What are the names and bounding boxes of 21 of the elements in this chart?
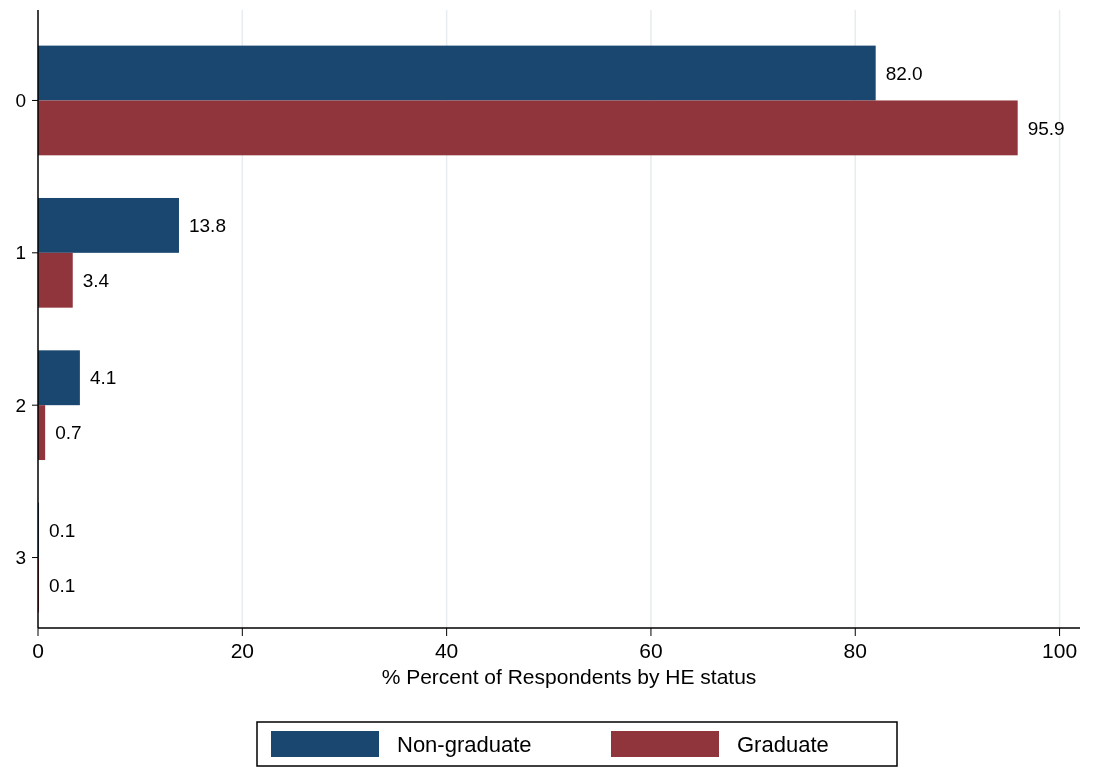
x-tick-label: 0 xyxy=(32,639,44,662)
legend-label: Graduate xyxy=(737,731,829,757)
data-label: 82.0 xyxy=(885,62,923,84)
data-label: 0.1 xyxy=(49,519,76,541)
data-label: 4.1 xyxy=(89,367,117,389)
y-tick-label: 1 xyxy=(15,242,26,264)
x-tick-label: 80 xyxy=(843,639,867,662)
y-tick-label: 0 xyxy=(15,90,26,112)
data-label: 95.9 xyxy=(1027,117,1065,139)
x-tick-label: 40 xyxy=(434,639,459,662)
data-label: 0.7 xyxy=(55,422,82,444)
x-tick-label: 20 xyxy=(230,639,254,662)
data-label: 3.4 xyxy=(82,269,110,291)
x-axis-title: % Percent of Respondents by HE status xyxy=(381,665,757,688)
y-tick-label: 3 xyxy=(15,547,26,569)
data-label: 0.1 xyxy=(49,574,76,596)
data-label: 13.8 xyxy=(188,215,226,237)
legend-label: Non-graduate xyxy=(397,731,532,757)
x-tick-label: 60 xyxy=(639,639,663,662)
y-tick-label: 2 xyxy=(15,394,26,416)
x-tick-label: 100 xyxy=(1042,639,1078,662)
